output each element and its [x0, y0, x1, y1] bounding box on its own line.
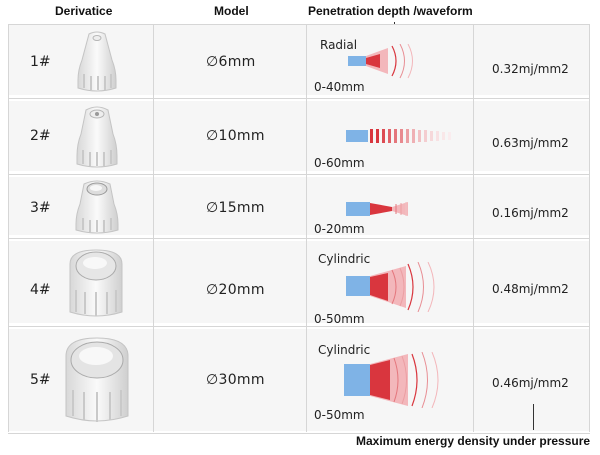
row-index: 5#: [30, 372, 51, 388]
column-divider: [153, 24, 154, 432]
energy-density: 0.48mj/mm2: [492, 282, 569, 296]
column-divider: [473, 24, 474, 432]
depth-range: 0-20mm: [314, 222, 365, 236]
transmitter-tip-image: [65, 337, 129, 422]
shallow-waveform-icon: [346, 202, 408, 216]
cylindric-waveform-icon: [344, 352, 439, 408]
model-size: ∅20mm: [206, 282, 265, 298]
model-size: ∅15mm: [206, 200, 265, 216]
energy-density: 0.32mj/mm2: [492, 62, 569, 76]
energy-density: 0.63mj/mm2: [492, 136, 569, 150]
header-derivative: Derivatice: [55, 4, 113, 18]
column-divider: [589, 24, 590, 432]
transmitter-tip-image: [77, 31, 117, 92]
row-divider: [8, 326, 590, 327]
energy-density: 0.46mj/mm2: [492, 376, 569, 390]
cylindric-waveform-icon: [346, 262, 435, 312]
row-index: 4#: [30, 282, 51, 298]
transmitter-tip-image: [75, 180, 119, 234]
column-divider: [306, 24, 307, 432]
footnote: Maximum energy density under pressure: [356, 434, 591, 448]
column-divider: [8, 24, 9, 432]
row-divider: [8, 174, 590, 175]
model-size: ∅6mm: [206, 54, 256, 70]
row-divider: [8, 98, 590, 99]
row-divider: [8, 238, 590, 239]
depth-range: 0-50mm: [314, 408, 365, 422]
derivative-table: [8, 24, 590, 434]
depth-range: 0-40mm: [314, 80, 365, 94]
radial-waveform-icon: [348, 44, 413, 79]
transmitter-tip-image: [76, 106, 118, 168]
wave-type-label: Radial: [320, 38, 358, 52]
row-index: 2#: [30, 128, 51, 144]
depth-range: 0-50mm: [314, 312, 365, 326]
header-model: Model: [214, 4, 249, 18]
row-index: 3#: [30, 200, 51, 216]
depth-range: 0-60mm: [314, 156, 365, 170]
energy-density: 0.16mj/mm2: [492, 206, 569, 220]
row-index: 1#: [30, 54, 51, 70]
header-penetration: Penetration depth /waveform: [308, 4, 473, 18]
focused-waveform-icon: [346, 129, 451, 143]
wave-type-label: Cylindric: [318, 252, 371, 266]
footnote-pointer-line: [533, 404, 534, 430]
model-size: ∅30mm: [206, 372, 265, 388]
wave-type-label: Cylindric: [318, 343, 371, 357]
model-size: ∅10mm: [206, 128, 265, 144]
transmitter-tip-image: [69, 249, 123, 317]
